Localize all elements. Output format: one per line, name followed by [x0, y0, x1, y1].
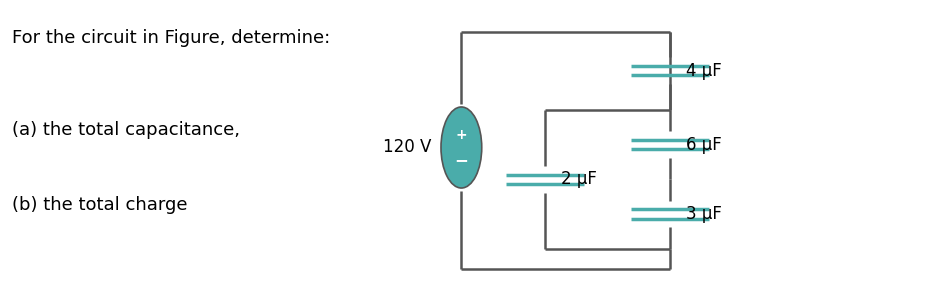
- Text: +: +: [456, 127, 467, 142]
- Text: 4 μF: 4 μF: [687, 62, 722, 80]
- Text: 6 μF: 6 μF: [687, 136, 722, 154]
- Text: (b) the total charge: (b) the total charge: [12, 196, 187, 214]
- Text: 2 μF: 2 μF: [561, 170, 597, 188]
- Ellipse shape: [441, 107, 482, 188]
- Text: (a) the total capacitance,: (a) the total capacitance,: [12, 121, 240, 139]
- Text: 120 V: 120 V: [383, 138, 432, 157]
- Text: For the circuit in Figure, determine:: For the circuit in Figure, determine:: [12, 29, 330, 47]
- Text: −: −: [455, 151, 468, 169]
- Text: 3 μF: 3 μF: [687, 205, 722, 223]
